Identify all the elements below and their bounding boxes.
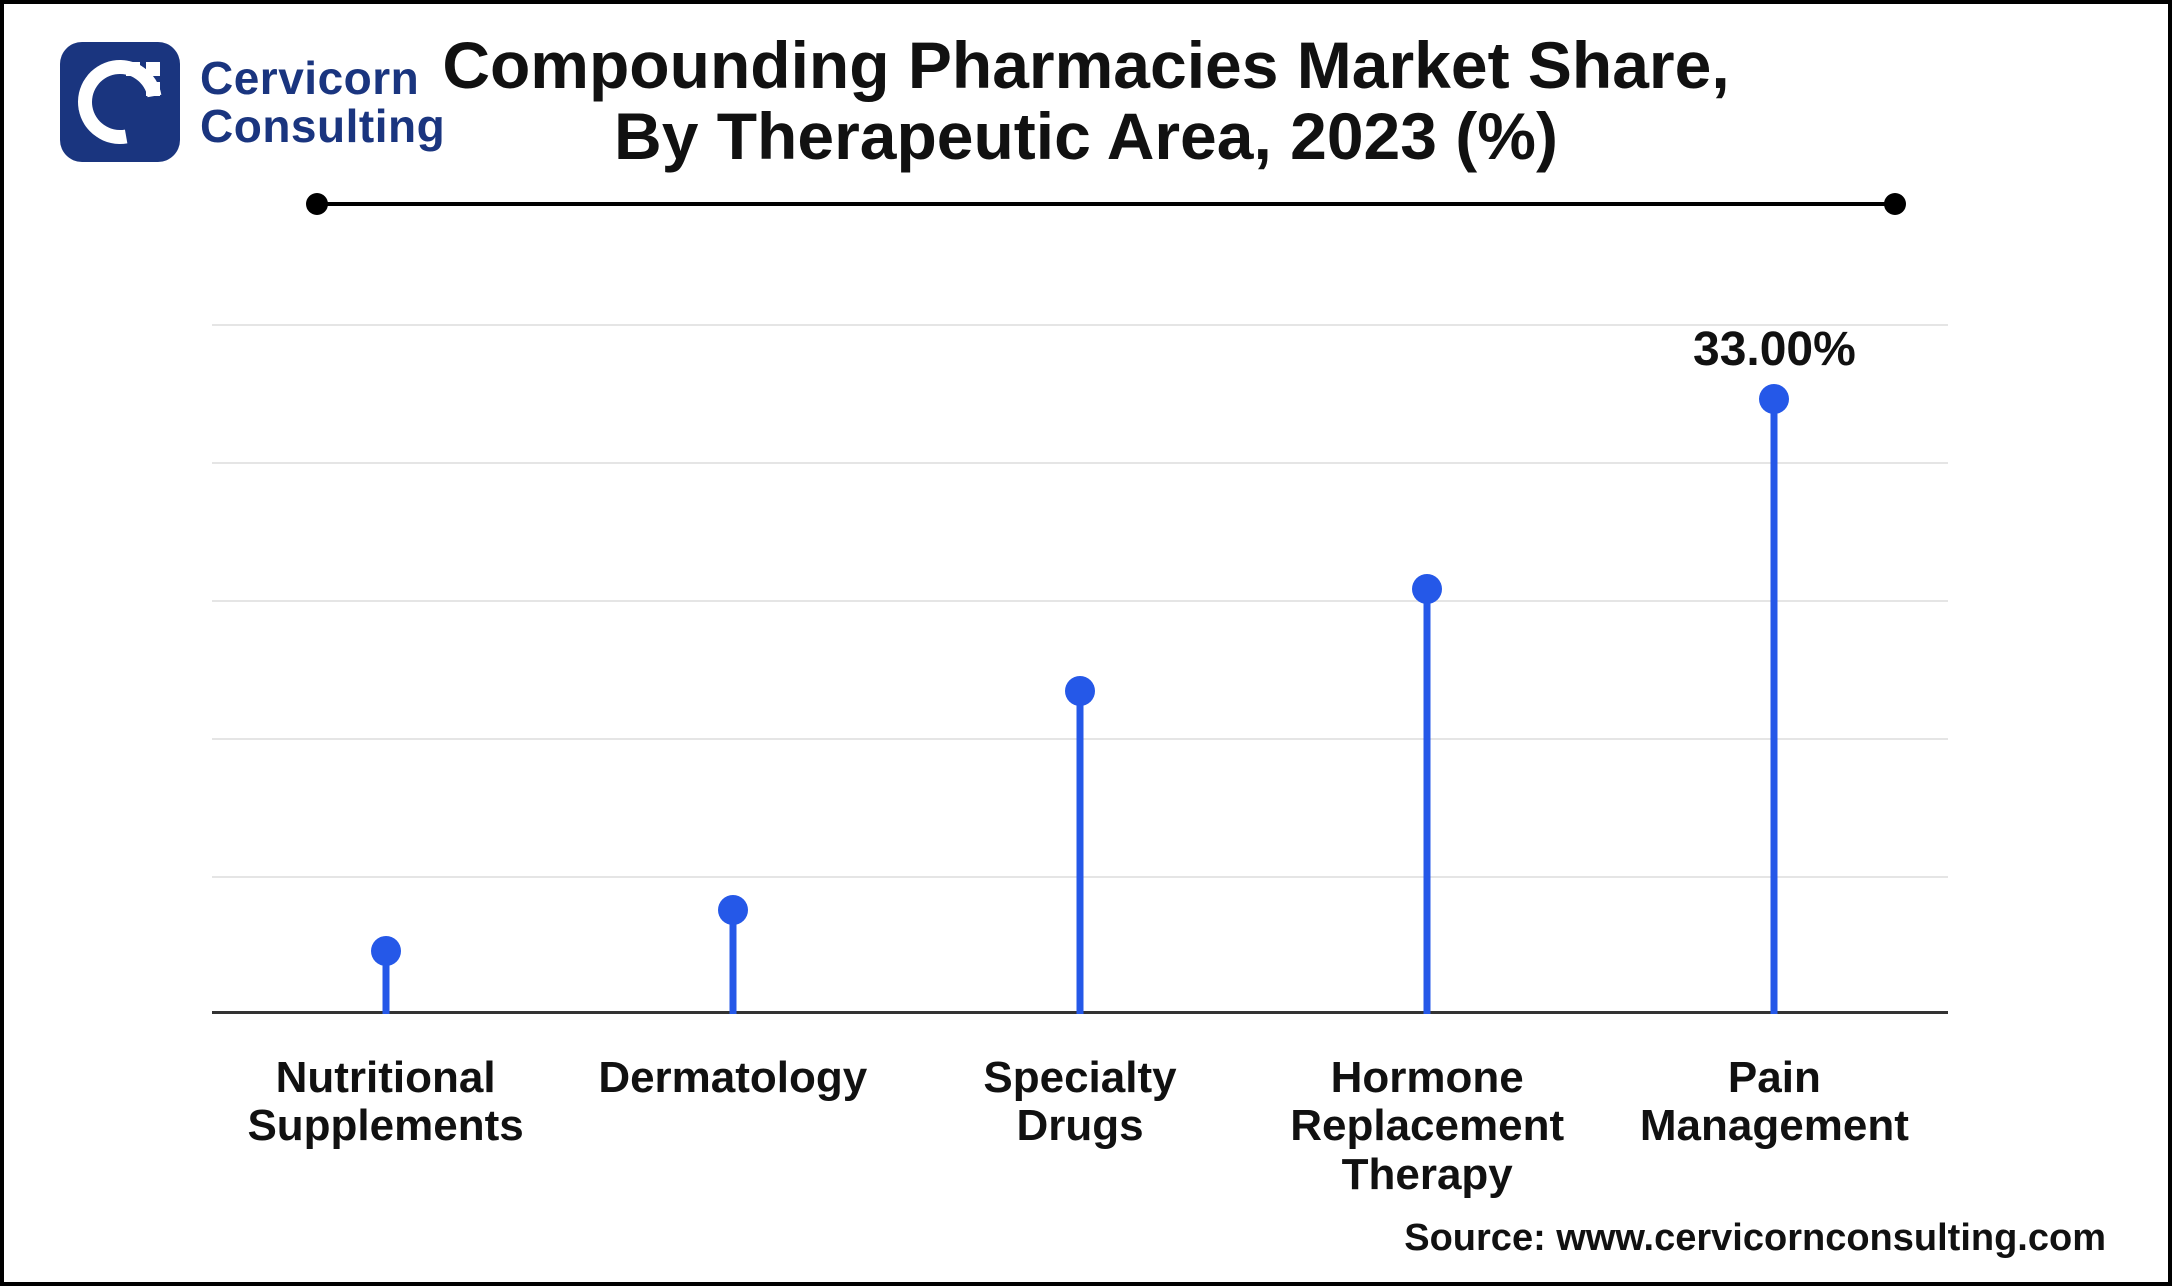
- lollipop-dot: [1412, 574, 1442, 604]
- chart-title-line1: Compounding Pharmacies Market Share,: [4, 30, 2168, 101]
- category-label: NutritionalSupplements: [206, 1054, 566, 1151]
- lollipop-stick: [1077, 691, 1084, 1014]
- category-label: HormoneReplacementTherapy: [1247, 1054, 1607, 1199]
- category-label: PainManagement: [1594, 1054, 1954, 1151]
- lollipop-dot: [1759, 384, 1789, 414]
- lollipop-stick: [729, 910, 736, 1014]
- lollipop-dot: [371, 936, 401, 966]
- grid-line: [212, 600, 1948, 602]
- chart-card: Cervicorn Consulting Compounding Pharmac…: [0, 0, 2172, 1286]
- chart-plot-area: 33.00%: [212, 324, 1948, 1014]
- source-text: Source: www.cervicornconsulting.com: [1404, 1217, 2106, 1260]
- lollipop-stick: [1424, 589, 1431, 1014]
- value-label: 33.00%: [1693, 322, 1856, 377]
- lollipop-dot: [718, 895, 748, 925]
- title-divider: [314, 202, 1898, 206]
- category-label: Dermatology: [553, 1054, 913, 1102]
- chart-title-line2: By Therapeutic Area, 2023 (%): [4, 101, 2168, 172]
- lollipop-stick: [1771, 399, 1778, 1014]
- grid-line: [212, 462, 1948, 464]
- lollipop-dot: [1065, 676, 1095, 706]
- category-label: SpecialtyDrugs: [900, 1054, 1260, 1151]
- grid-line: [212, 324, 1948, 326]
- chart-title: Compounding Pharmacies Market Share, By …: [4, 30, 2168, 173]
